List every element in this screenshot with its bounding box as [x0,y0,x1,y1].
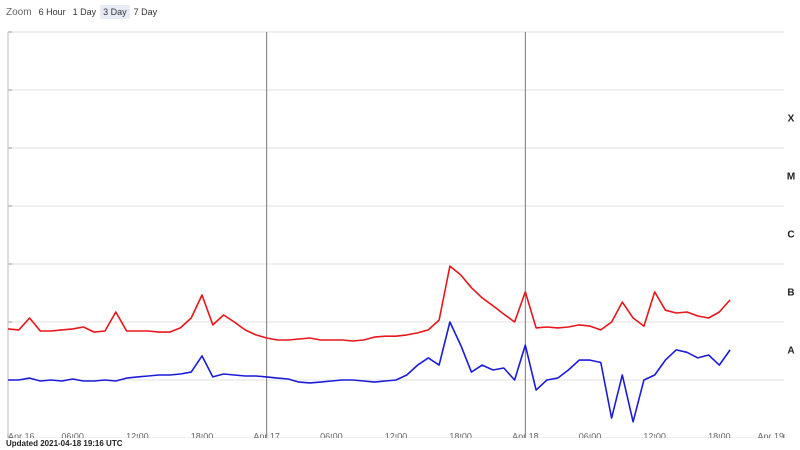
x-tick-label: 12:00 [643,431,666,438]
zoom-bar: Zoom 6 Hour 1 Day 3 Day 7 Day [6,4,161,20]
x-tick-label: Apr 17 [253,431,280,438]
x-tick-label: Apr 16 [8,431,35,438]
zoom-button[interactable]: 1 Day [72,7,97,17]
x-tick-label: 12:00 [126,431,149,438]
zoom-button[interactable]: 6 Hour [38,7,66,17]
x-tick-label: 12:00 [385,431,408,438]
chart: A B C M X Apr 16 06:00 12:00 18:00 Apr 17 06:00 12:… [7,31,795,438]
x-tick-label: 06:00 [61,431,84,438]
x-tick-label: 18:00 [708,431,731,438]
flare-class-label: A [787,346,794,357]
zoom-button[interactable]: 7 Day [133,7,158,17]
updated-text: Updated 2021-04-18 19:16 UTC [6,439,123,448]
flare-class-label: M [787,172,795,183]
zoom-label: Zoom [6,6,32,18]
zoom-button[interactable]: 3 Day [100,5,130,19]
flare-class-label: X [788,114,795,125]
x-tick-label: Apr 18 [512,431,539,438]
flux-line [7,265,731,342]
x-tick-label: 18:00 [191,431,214,438]
flare-class-label: C [787,230,794,241]
x-tick-label: 06:00 [579,431,602,438]
flare-class-label: B [787,288,794,299]
x-tick-label: 18:00 [449,431,472,438]
x-tick-label: Apr 19 [757,431,784,438]
flux-line [8,321,731,423]
x-tick-label: 06:00 [320,431,343,438]
